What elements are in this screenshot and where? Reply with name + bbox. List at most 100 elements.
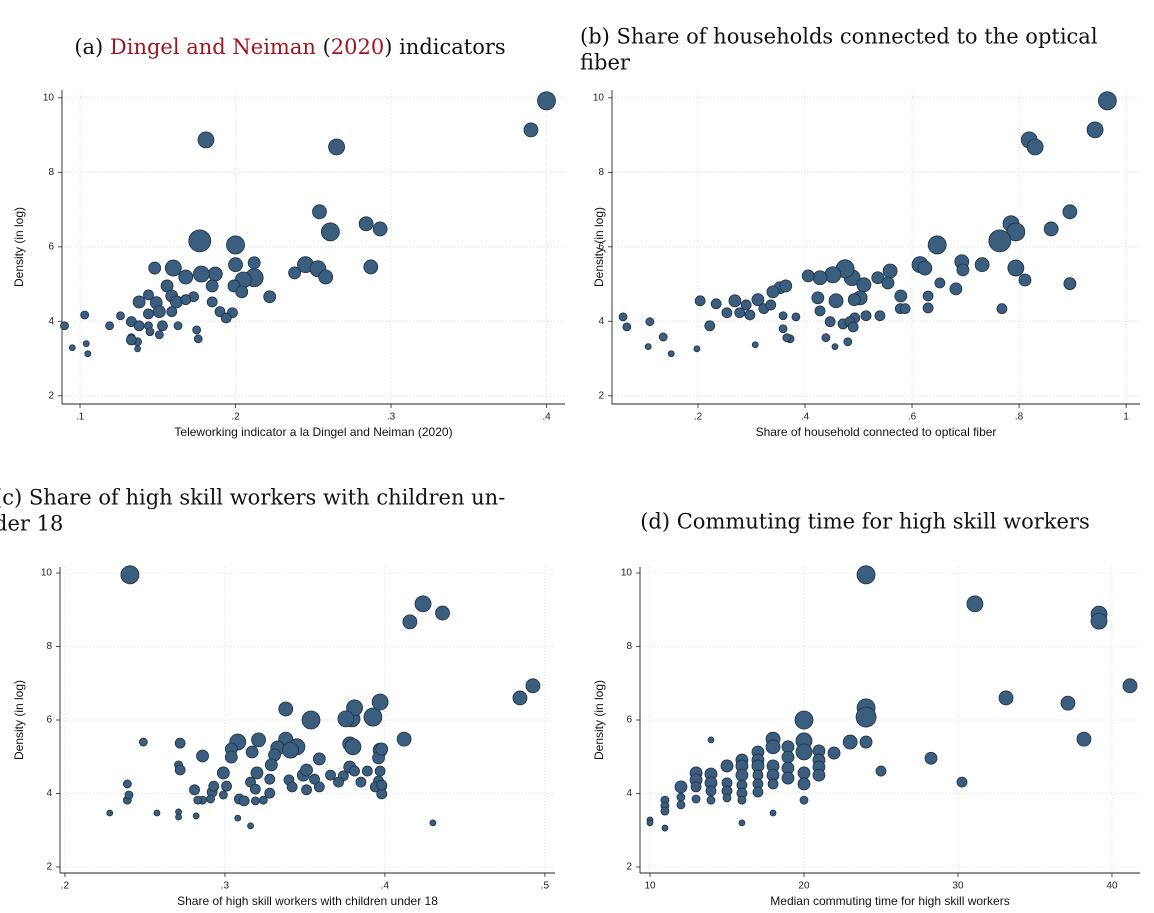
bubble bbox=[301, 710, 321, 730]
bubble bbox=[693, 345, 701, 353]
bubble bbox=[694, 295, 706, 307]
x-tick-label: .8 bbox=[1015, 412, 1024, 423]
bubble bbox=[170, 295, 183, 309]
bubble bbox=[138, 737, 148, 747]
bubble bbox=[744, 309, 756, 321]
bubble bbox=[899, 303, 911, 315]
y-axis-label: Density (in log) bbox=[12, 680, 26, 760]
bubble bbox=[752, 786, 764, 798]
bubble bbox=[193, 795, 203, 805]
bubble bbox=[197, 131, 215, 149]
bubble bbox=[710, 298, 722, 310]
bubble bbox=[740, 299, 752, 311]
bubble bbox=[728, 294, 742, 308]
y-tick-label: 4 bbox=[48, 316, 54, 327]
bubble bbox=[300, 763, 313, 777]
bubble bbox=[288, 266, 302, 280]
bubble bbox=[795, 743, 813, 761]
bubble bbox=[349, 765, 360, 777]
y-tick-label: 4 bbox=[46, 788, 52, 799]
bubble bbox=[157, 320, 168, 332]
bubble bbox=[238, 795, 250, 807]
bubble bbox=[1090, 612, 1108, 630]
bubble bbox=[720, 759, 734, 773]
y-tick-label: 6 bbox=[626, 715, 632, 726]
x-tick-label: 20 bbox=[798, 881, 810, 892]
bubble bbox=[843, 337, 853, 347]
y-tick-label: 2 bbox=[626, 862, 632, 873]
bubble bbox=[767, 778, 779, 790]
x-axis-label: Share of household connected to optical … bbox=[756, 425, 997, 439]
y-tick-label: 8 bbox=[626, 641, 632, 652]
bubble bbox=[811, 291, 825, 305]
bubble bbox=[220, 312, 232, 324]
bubble bbox=[766, 285, 780, 299]
bubble bbox=[842, 734, 858, 750]
bubble bbox=[1007, 259, 1025, 277]
bubble bbox=[328, 138, 345, 156]
bubble bbox=[361, 765, 373, 777]
x-axis-label: Median commuting time for high skill wor… bbox=[770, 894, 1009, 908]
bubble bbox=[363, 707, 383, 727]
y-tick-label: 6 bbox=[46, 715, 52, 726]
bubble bbox=[337, 710, 355, 728]
bubble bbox=[779, 279, 793, 293]
x-tick-label: .2 bbox=[61, 881, 70, 892]
y-tick-label: 2 bbox=[598, 390, 604, 401]
bubble bbox=[132, 295, 146, 309]
bubble bbox=[224, 750, 238, 764]
panel-title: der 18 bbox=[0, 512, 63, 536]
bubble bbox=[847, 293, 861, 307]
bubble bbox=[1060, 695, 1076, 711]
bubble bbox=[622, 322, 632, 332]
bubble bbox=[207, 266, 223, 282]
bubble bbox=[282, 741, 299, 759]
bubble bbox=[769, 809, 777, 817]
title-part: Dingel and Neiman bbox=[110, 35, 316, 59]
title-part: (a) bbox=[74, 35, 110, 59]
bubble bbox=[251, 732, 266, 748]
bubble bbox=[164, 259, 182, 277]
bubble bbox=[881, 276, 895, 290]
bubble bbox=[847, 321, 859, 333]
y-tick-label: 4 bbox=[598, 316, 604, 327]
bubble bbox=[264, 758, 278, 772]
bubble bbox=[791, 312, 801, 322]
panel-title: (c) Share of high skill workers with chi… bbox=[0, 486, 505, 510]
bubble bbox=[192, 265, 210, 283]
bubble bbox=[1018, 273, 1032, 287]
bubble bbox=[206, 794, 215, 804]
x-tick-label: .3 bbox=[221, 881, 230, 892]
bubble bbox=[133, 320, 145, 332]
bubble bbox=[875, 765, 887, 777]
bubble bbox=[537, 91, 556, 111]
bubble bbox=[374, 765, 386, 777]
bubble bbox=[827, 746, 841, 760]
bubble bbox=[751, 341, 759, 349]
bubble bbox=[737, 795, 747, 805]
panel: (d) Commuting time for high skill worker… bbox=[592, 510, 1140, 908]
bubble bbox=[1086, 121, 1104, 139]
bubble bbox=[874, 310, 886, 322]
bubble bbox=[60, 321, 69, 331]
bubble bbox=[871, 271, 885, 285]
bubble bbox=[206, 296, 218, 308]
bubble bbox=[1026, 138, 1044, 156]
bubble bbox=[781, 750, 795, 764]
y-axis-label: Density (in log) bbox=[12, 207, 26, 287]
bubble bbox=[705, 785, 717, 797]
bubble bbox=[998, 690, 1014, 706]
bubble bbox=[797, 766, 811, 780]
bubble bbox=[153, 809, 161, 817]
bubble bbox=[175, 813, 182, 821]
x-axis-label: Teleworking indicator a la Dingel and Ne… bbox=[174, 425, 452, 439]
x-tick-label: 10 bbox=[644, 881, 656, 892]
bubble bbox=[196, 749, 209, 763]
bubble bbox=[860, 310, 872, 322]
title-part: 2020 bbox=[331, 35, 384, 59]
bubble bbox=[934, 277, 946, 289]
bubble bbox=[376, 779, 388, 791]
bubble bbox=[882, 263, 898, 279]
bubble bbox=[402, 614, 418, 630]
